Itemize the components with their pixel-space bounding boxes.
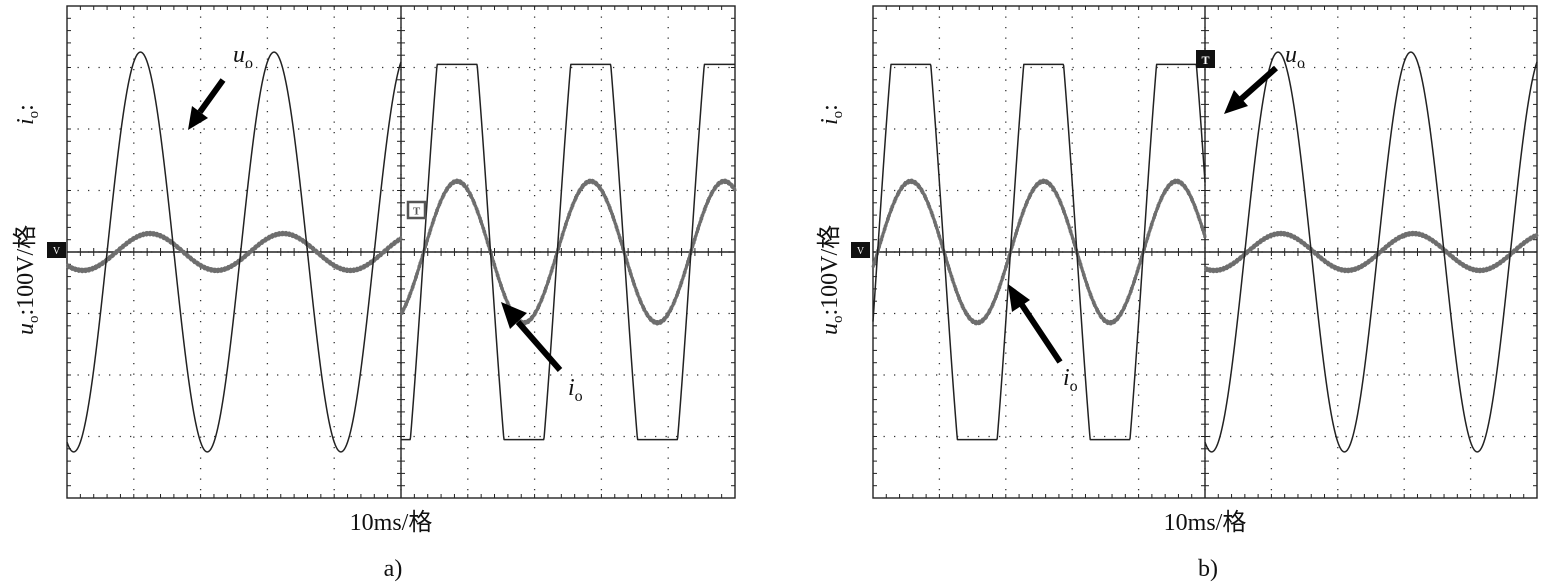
trigger-marker: T (1196, 50, 1215, 68)
y-axis-label: uo:100V/格 (12, 225, 42, 335)
arrow-u-o (1224, 65, 1278, 114)
annotation-i-o-sub: o (1070, 378, 1078, 395)
x-axis-label: 10ms/格 (350, 509, 433, 536)
panel-b: V T uo io uo:100V/格 io: 10ms/格 b) (816, 5, 1539, 582)
ground-marker: V (851, 242, 870, 258)
trace-i-o-segment-1 (871, 178, 1207, 326)
trace-i-o-segment-1 (65, 230, 403, 274)
annotation-i-o-main: i (568, 375, 575, 401)
y-axis-label-top-var: i (13, 118, 39, 125)
panel-caption: a) (384, 556, 403, 582)
arrow-i-o (1008, 284, 1063, 364)
traces (871, 51, 1539, 453)
trace-u-o-segment-2 (1204, 51, 1538, 453)
annotation-u-o-main: u (233, 42, 245, 68)
annotation-u-o: uo (1285, 42, 1305, 72)
trigger-marker: T (406, 200, 427, 220)
y-axis-label-top-rest: : (817, 104, 843, 111)
annotation-u-o-sub: o (245, 55, 253, 72)
ground-marker-label: V (857, 246, 865, 257)
y-axis-label-top-sub: o (26, 111, 42, 119)
ground-marker-label: V (53, 246, 61, 257)
trace-i-o-segment-2 (399, 178, 737, 326)
y-axis-label-top-rest: : (13, 104, 39, 111)
trigger-marker-label: T (413, 206, 421, 218)
x-axis-label: 10ms/格 (1164, 509, 1247, 536)
y-axis-label-top-sub: o (830, 111, 846, 119)
trace-u-o-segment-1 (66, 51, 402, 453)
annotation-i-o-main: i (1063, 365, 1070, 391)
traces (65, 51, 737, 453)
arrow-i-o (501, 302, 563, 372)
y-axis-label-sub: o (830, 316, 846, 324)
trace-i-o-segment-2 (1203, 230, 1539, 274)
y-axis-label: uo:100V/格 (816, 225, 846, 335)
y-axis-label-top: io: (817, 104, 846, 125)
annotation-i-o-sub: o (575, 388, 583, 405)
y-axis-label-var: u (817, 323, 843, 335)
panel-caption: b) (1198, 556, 1218, 582)
arrow-u-o (188, 78, 226, 130)
annotation-u-o-sub: o (1297, 55, 1305, 72)
trigger-marker-label: T (1201, 53, 1209, 67)
annotation-u-o-main: u (1285, 42, 1297, 68)
panel-a: V T uo io uo:100V/格 io: 10ms/格 a) (12, 5, 737, 582)
annotation-i-o: io (568, 375, 583, 405)
y-axis-label-unit: :100V/格 (816, 225, 843, 316)
y-axis-label-top: io: (13, 104, 42, 125)
trace-u-o-segment-2 (400, 63, 736, 441)
annotation-u-o: uo (233, 42, 253, 72)
y-axis-label-top-var: i (817, 118, 843, 125)
annotation-i-o: io (1063, 365, 1078, 395)
trace-u-o-segment-1 (872, 63, 1206, 441)
y-axis-label-unit: :100V/格 (12, 225, 39, 316)
y-axis-label-var: u (13, 323, 39, 335)
y-axis-label-sub: o (26, 316, 42, 324)
center-axis-ticks (67, 6, 735, 498)
ground-marker: V (47, 242, 66, 258)
